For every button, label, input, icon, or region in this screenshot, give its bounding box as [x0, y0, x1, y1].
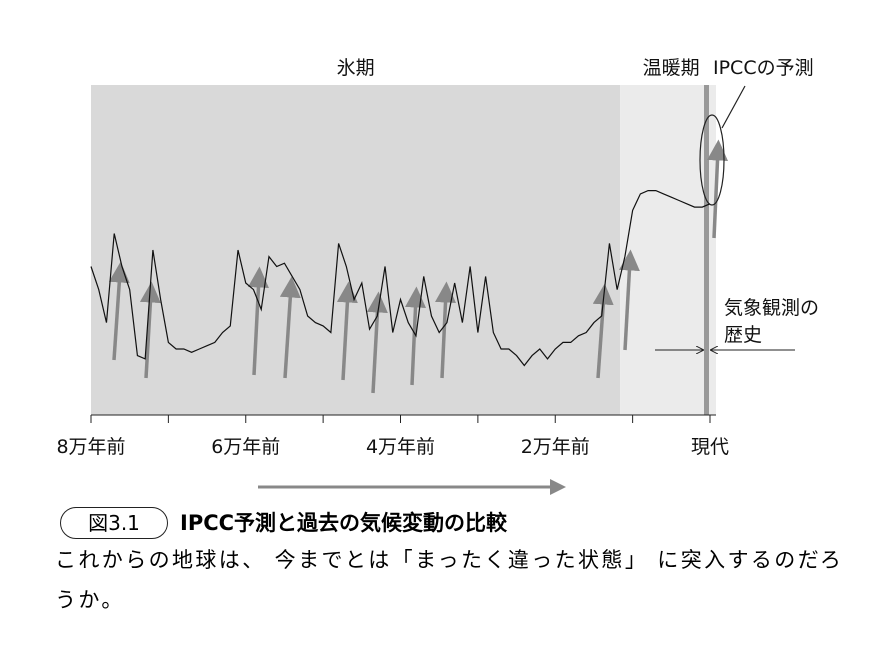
region: [91, 85, 621, 415]
event-arrow: [405, 286, 427, 386]
event-arrow: [247, 266, 269, 376]
ipcc-label: IPCCの予測: [713, 57, 814, 79]
event-arrow: [108, 261, 130, 361]
x-tick-label: 2万年前: [521, 436, 590, 458]
caption-label: 図3.1: [60, 507, 168, 539]
caption-title: IPCC予測と過去の気候変動の比較: [180, 511, 508, 535]
series-line: [90, 190, 711, 367]
caption-text: これからの地球は、 今までとは「まったく違った状態」 に突入するのだろうか。: [55, 548, 844, 612]
observation-bar: [704, 85, 709, 415]
event-arrow: [139, 281, 161, 379]
region-label: 温暖期: [643, 57, 700, 79]
observation-label: 気象観測の: [724, 297, 819, 319]
region-label: 氷期: [337, 57, 375, 79]
chart: 氷期 温暖期 8万年前 6万年前 4万年前 2万年前 現代 IPCCの予測 気象観測の 歴…: [56, 57, 819, 495]
observation-label: 歴史: [724, 324, 762, 346]
event-arrow: [435, 281, 457, 379]
event-arrow: [618, 249, 640, 351]
time-arrow-head: [550, 479, 566, 495]
leader-line: [721, 85, 746, 129]
x-tick-label: 現代: [691, 436, 729, 458]
x-tick-label: 8万年前: [56, 436, 125, 458]
event-arrow: [279, 276, 301, 379]
x-tick-label: 6万年前: [211, 436, 280, 458]
event-arrow: [336, 281, 358, 381]
x-tick-label: 4万年前: [366, 436, 435, 458]
event-arrow: [707, 139, 729, 239]
ipcc-ellipse: [699, 114, 725, 206]
